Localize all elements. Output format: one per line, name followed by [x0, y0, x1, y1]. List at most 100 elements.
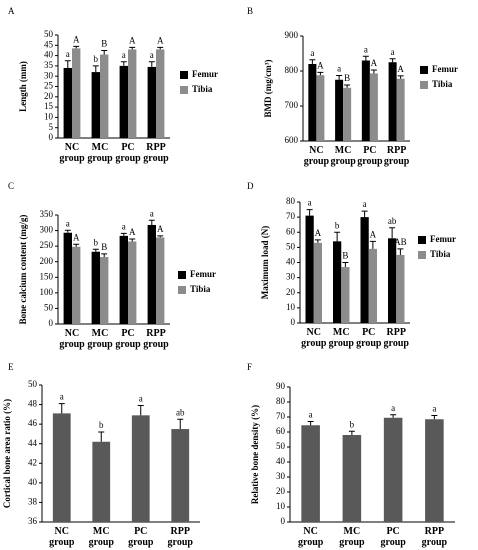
y-tick-label: 10 [276, 501, 286, 511]
error-bar [92, 248, 99, 252]
significance-letter: a [122, 50, 126, 60]
y-tick-label: 38 [28, 496, 38, 506]
error-bar [92, 65, 99, 73]
y-tick-label: 80 [286, 196, 296, 206]
significance-letter: b [94, 237, 99, 247]
bar [128, 49, 137, 138]
bar [383, 417, 403, 522]
error-bar [361, 210, 368, 218]
legend-label: Femur [192, 69, 218, 79]
significance-letter: a [310, 48, 314, 58]
error-bar [157, 46, 164, 50]
significance-letter: b [94, 54, 99, 64]
y-tick-label: 0 [281, 516, 286, 526]
legend-swatch [180, 71, 188, 79]
x-tick-label: NC group [49, 526, 75, 548]
error-bar [129, 46, 136, 50]
significance-letter: A [397, 64, 404, 74]
panel-label: A [8, 6, 15, 16]
significance-letter: ab [176, 407, 185, 417]
y-tick-label: 100 [40, 287, 54, 297]
x-tick-label: RPP group [383, 145, 410, 167]
significance-letter: a [337, 64, 341, 74]
significance-letter: A [371, 58, 378, 68]
error-bar [397, 248, 404, 255]
x-tick-label: PC group [356, 327, 382, 349]
y-tick-label: 48 [28, 399, 38, 409]
y-tick-label: 40 [276, 456, 286, 466]
y-tick-label: 30 [44, 70, 54, 80]
significance-letter: ab [388, 216, 397, 226]
y-tick-label: 20 [276, 486, 286, 496]
error-bar [362, 55, 369, 61]
legend-swatch [420, 81, 428, 89]
bar [396, 254, 405, 323]
legend-label: Tibia [192, 84, 213, 94]
x-tick-label: MC group [88, 526, 114, 548]
bar [335, 79, 344, 141]
y-tick-label: 42 [28, 457, 37, 467]
bar [305, 215, 314, 323]
significance-letter: B [101, 39, 107, 49]
y-tick-label: 60 [286, 226, 296, 236]
bar [341, 267, 350, 323]
bar [156, 237, 165, 324]
error-bar [307, 421, 314, 426]
x-tick-label: NC group [59, 142, 85, 164]
panel-label: C [8, 181, 14, 191]
error-bar [397, 75, 404, 79]
y-tick-label: 60 [276, 426, 286, 436]
y-tick-label: 150 [40, 271, 54, 281]
x-tick-label: PC group [357, 145, 383, 167]
y-tick-label: 50 [28, 379, 38, 389]
y-axis-label: Bone calcium content (mg/g) [18, 215, 28, 325]
legend-swatch [178, 271, 186, 279]
x-tick-label: PC group [115, 328, 141, 350]
x-tick-label: NC group [303, 145, 330, 167]
x-tick-label: MC group [87, 142, 113, 164]
legend-swatch [180, 86, 188, 94]
error-bar [120, 232, 127, 236]
y-tick-label: 0 [49, 132, 54, 142]
y-tick-label: 350 [40, 209, 54, 219]
bar [361, 60, 370, 141]
error-bar [336, 75, 343, 80]
legend-swatch [420, 66, 428, 74]
error-bar [389, 227, 396, 239]
y-tick-label: 50 [276, 441, 286, 451]
bar [63, 232, 72, 324]
error-bar [314, 239, 321, 243]
error-bar [101, 253, 108, 258]
error-bar [101, 49, 108, 55]
x-tick-label: MC group [87, 328, 113, 350]
bar [171, 429, 190, 522]
y-tick-label: 50 [44, 302, 54, 312]
x-tick-label: PC group [128, 526, 154, 548]
y-tick-label: 250 [40, 240, 54, 250]
y-tick-label: 40 [44, 50, 54, 60]
y-tick-label: 0 [291, 317, 296, 327]
significance-letter: a [122, 221, 126, 231]
bar [369, 73, 378, 141]
bar [91, 72, 100, 138]
significance-letter: A [129, 35, 136, 45]
error-bar [342, 262, 349, 268]
error-bar [73, 243, 80, 247]
error-bar [64, 229, 71, 233]
y-tick-label: 90 [276, 381, 286, 391]
y-tick-label: 50 [44, 29, 54, 39]
x-tick-label: NC group [59, 328, 85, 350]
significance-letter: A [73, 232, 80, 242]
bar [343, 87, 352, 141]
bar [360, 217, 369, 323]
significance-letter: a [150, 50, 154, 60]
y-tick-label: 36 [28, 516, 38, 526]
bar [119, 235, 128, 324]
y-tick-label: 10 [44, 111, 54, 121]
y-tick-label: 20 [44, 91, 54, 101]
bar [313, 242, 322, 323]
bar [131, 415, 150, 522]
error-bar [129, 238, 136, 242]
error-bar [148, 61, 155, 67]
y-tick-label: 600 [285, 135, 299, 145]
